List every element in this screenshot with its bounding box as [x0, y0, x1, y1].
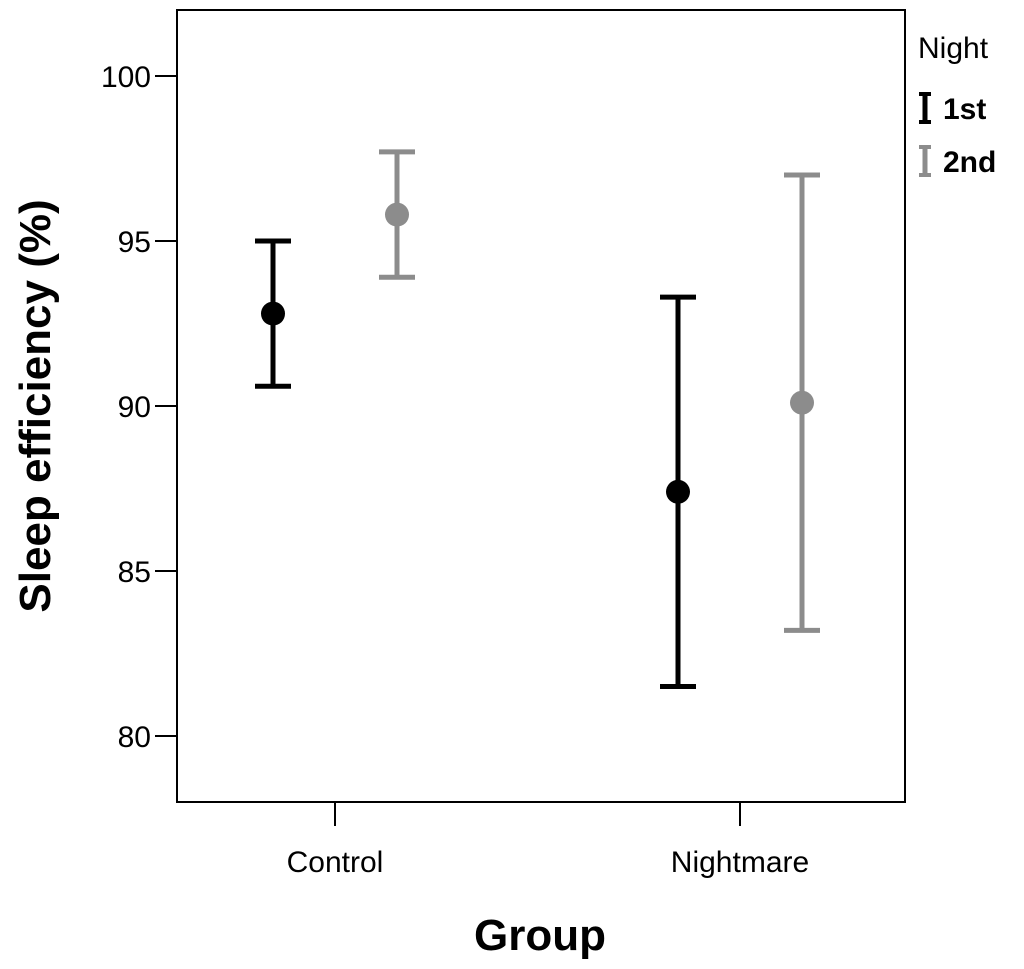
- y-tick-label: 85: [118, 556, 151, 589]
- y-axis: 80 85 90 95 100: [101, 61, 177, 754]
- y-tick-label: 100: [101, 61, 151, 94]
- legend-item-2nd: 2nd: [919, 145, 996, 179]
- mean-point: [261, 301, 285, 326]
- legend-label: 1st: [943, 93, 986, 126]
- series-1st: [255, 238, 696, 689]
- y-tick-label: 80: [118, 721, 151, 754]
- mean-point: [666, 479, 690, 504]
- y-tick-label: 95: [118, 226, 151, 259]
- series-layer: [255, 149, 820, 689]
- x-tick-label: Nightmare: [671, 846, 809, 879]
- x-axis: Control Nightmare: [287, 802, 809, 879]
- legend-title: Night: [918, 32, 989, 65]
- y-tick-label: 90: [118, 391, 151, 424]
- x-tick-label: Control: [287, 846, 384, 879]
- legend: Night 1st 2nd: [918, 32, 996, 179]
- x-axis-title: Group: [474, 911, 606, 960]
- series-2nd: [379, 149, 820, 633]
- y-axis-title: Sleep efficiency (%): [11, 199, 60, 612]
- mean-point: [790, 390, 814, 415]
- legend-label: 2nd: [943, 146, 996, 179]
- legend-item-1st: 1st: [919, 92, 986, 126]
- mean-point: [385, 202, 409, 227]
